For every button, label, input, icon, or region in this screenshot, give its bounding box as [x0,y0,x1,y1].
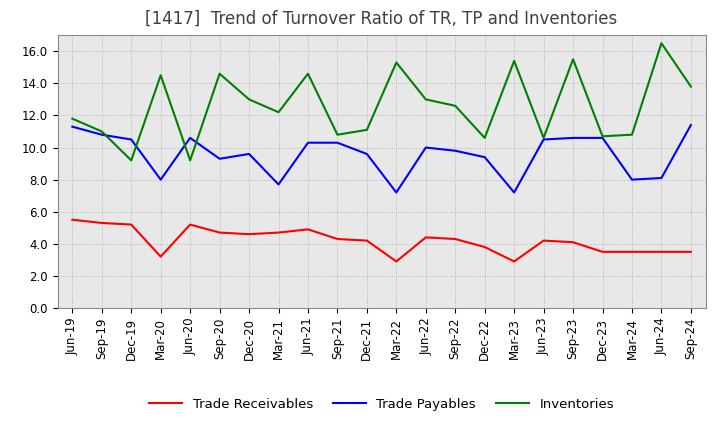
Trade Receivables [245,231,253,237]
Inventories [215,71,224,77]
Line: Inventories: Inventories [72,43,691,160]
Trade Payables [628,177,636,182]
Trade Receivables [687,249,696,254]
Inventories [97,129,106,134]
Trade Payables [156,177,165,182]
Trade Receivables [480,244,489,249]
Trade Payables [569,135,577,140]
Trade Payables [657,176,666,181]
Trade Payables [392,190,400,195]
Inventories [628,132,636,137]
Trade Payables [333,140,342,145]
Trade Receivables [186,222,194,227]
Line: Trade Payables: Trade Payables [72,125,691,192]
Trade Payables [68,124,76,129]
Trade Receivables [304,227,312,232]
Inventories [363,127,372,132]
Trade Receivables [274,230,283,235]
Inventories [480,135,489,140]
Inventories [127,158,135,163]
Trade Receivables [628,249,636,254]
Trade Receivables [569,239,577,245]
Trade Payables [510,190,518,195]
Trade Payables [687,122,696,128]
Trade Payables [127,137,135,142]
Trade Payables [97,132,106,137]
Trade Receivables [451,236,459,242]
Inventories [186,158,194,163]
Inventories [274,110,283,115]
Inventories [687,84,696,89]
Inventories [539,135,548,140]
Trade Payables [245,151,253,157]
Trade Payables [304,140,312,145]
Inventories [333,132,342,137]
Trade Receivables [598,249,607,254]
Trade Receivables [539,238,548,243]
Inventories [451,103,459,108]
Trade Receivables [421,235,430,240]
Inventories [68,116,76,121]
Inventories [569,57,577,62]
Trade Payables [451,148,459,154]
Trade Receivables [657,249,666,254]
Trade Payables [539,137,548,142]
Trade Receivables [510,259,518,264]
Trade Receivables [392,259,400,264]
Inventories [245,97,253,102]
Inventories [156,73,165,78]
Trade Receivables [333,236,342,242]
Trade Receivables [215,230,224,235]
Inventories [598,134,607,139]
Inventories [421,97,430,102]
Legend: Trade Receivables, Trade Payables, Inventories: Trade Receivables, Trade Payables, Inven… [144,392,619,416]
Title: [1417]  Trend of Turnover Ratio of TR, TP and Inventories: [1417] Trend of Turnover Ratio of TR, TP… [145,10,618,28]
Trade Receivables [127,222,135,227]
Trade Payables [480,154,489,160]
Inventories [304,71,312,77]
Trade Payables [186,135,194,140]
Trade Payables [274,182,283,187]
Inventories [510,58,518,63]
Trade Receivables [68,217,76,222]
Trade Receivables [363,238,372,243]
Trade Payables [421,145,430,150]
Line: Trade Receivables: Trade Receivables [72,220,691,261]
Trade Receivables [97,220,106,226]
Trade Payables [215,156,224,161]
Inventories [392,60,400,65]
Inventories [657,40,666,46]
Trade Payables [598,135,607,140]
Trade Receivables [156,254,165,259]
Trade Payables [363,151,372,157]
